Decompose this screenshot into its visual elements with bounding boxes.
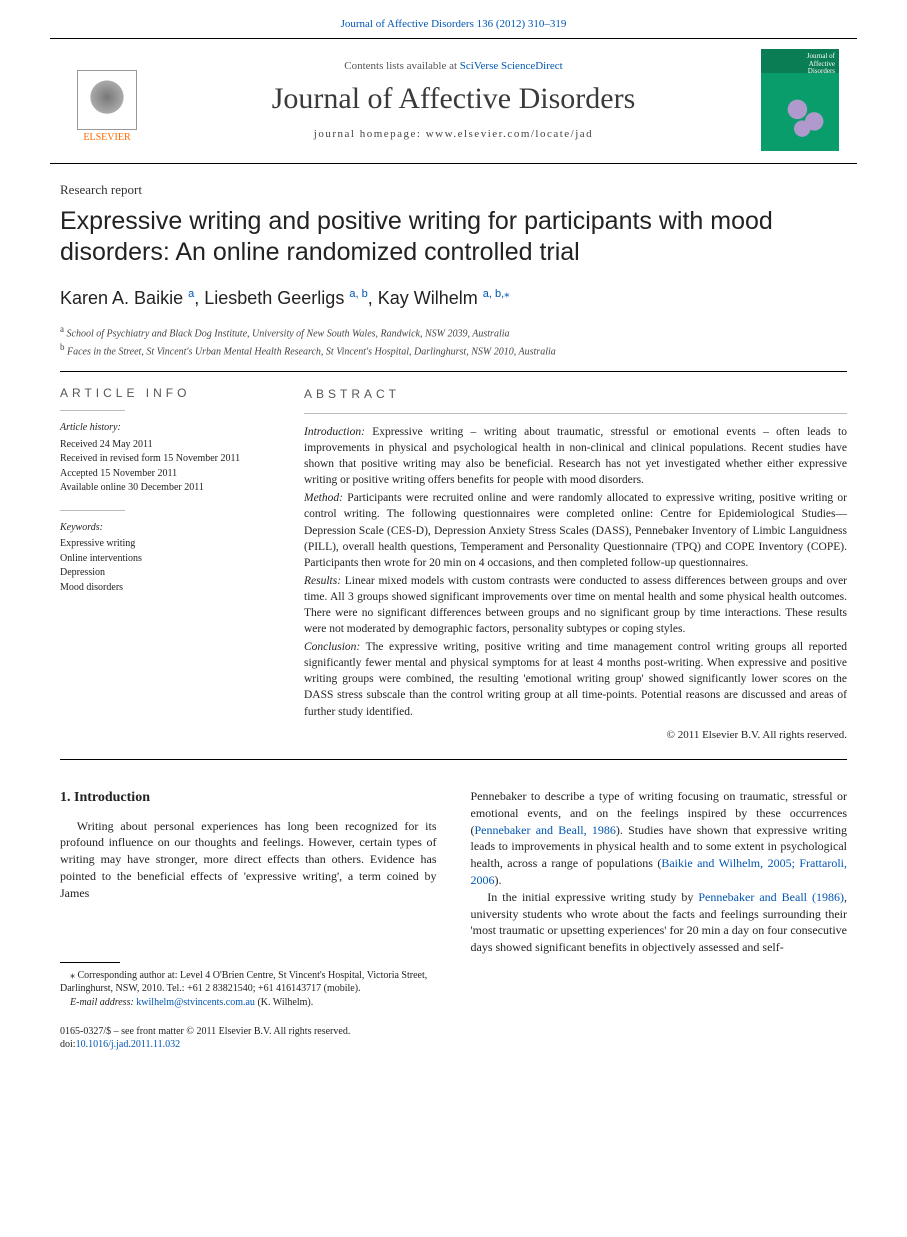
- masthead-center: Contents lists available at SciVerse Sci…: [164, 60, 743, 140]
- issn-line: 0165-0327/$ – see front matter © 2011 El…: [60, 1025, 437, 1038]
- article-title: Expressive writing and positive writing …: [60, 206, 847, 269]
- keyword-4: Mood disorders: [60, 581, 270, 596]
- article-body: Research report Expressive writing and p…: [0, 182, 907, 1081]
- article-type: Research report: [60, 182, 847, 198]
- affiliation-a: a School of Psychiatry and Black Dog Ins…: [60, 323, 847, 341]
- author-1[interactable]: Karen A. Baikie: [60, 288, 183, 308]
- abstract-method: Method: Participants were recruited onli…: [304, 490, 847, 570]
- body-p3: In the initial expressive writing study …: [471, 889, 848, 956]
- section-1-heading: 1. Introduction: [60, 788, 437, 808]
- ref-pennebaker-1986[interactable]: Pennebaker and Beall, 1986: [475, 823, 616, 837]
- author-3[interactable]: Kay Wilhelm: [378, 288, 478, 308]
- article-history-block: Article history: Received 24 May 2011 Re…: [60, 421, 270, 496]
- abstract-intro: Introduction: Expressive writing – writi…: [304, 424, 847, 488]
- abstract-results: Results: Linear mixed models with custom…: [304, 573, 847, 637]
- contents-prefix: Contents lists available at: [344, 60, 459, 72]
- footnote-rule: [60, 962, 120, 963]
- footer-meta: 0165-0327/$ – see front matter © 2011 El…: [60, 1025, 437, 1051]
- publisher-name: ELSEVIER: [83, 132, 130, 143]
- journal-homepage-line: journal homepage: www.elsevier.com/locat…: [164, 128, 743, 140]
- cover-title-text: Journal of Affective Disorders: [807, 53, 835, 76]
- email-footnote: E-mail address: kwilhelm@stvincents.com.…: [60, 996, 437, 1010]
- body-p1: Writing about personal experiences has l…: [60, 818, 437, 902]
- running-head-link[interactable]: Journal of Affective Disorders 136 (2012…: [341, 18, 567, 30]
- footnotes: ⁎ Corresponding author at: Level 4 O'Bri…: [60, 969, 437, 1010]
- homepage-url[interactable]: www.elsevier.com/locate/jad: [426, 128, 593, 140]
- history-accepted: Accepted 15 November 2011: [60, 467, 270, 482]
- journal-masthead: ELSEVIER Contents lists available at Sci…: [50, 38, 857, 164]
- abstract-conclusion: Conclusion: The expressive writing, posi…: [304, 639, 847, 719]
- ref-pennebaker-1986-b[interactable]: Pennebaker and Beall (1986): [698, 890, 844, 904]
- history-label: Article history:: [60, 421, 270, 436]
- corresponding-email-link[interactable]: kwilhelm@stvincents.com.au: [136, 997, 255, 1008]
- info-rule-1: [60, 410, 125, 411]
- affiliation-b: b Faces in the Street, St Vincent's Urba…: [60, 341, 847, 359]
- elsevier-tree-icon: [77, 70, 137, 130]
- author-list: Karen A. Baikie a, Liesbeth Geerligs a, …: [60, 287, 847, 309]
- contents-available-line: Contents lists available at SciVerse Sci…: [164, 60, 743, 72]
- history-revised: Received in revised form 15 November 201…: [60, 452, 270, 467]
- affiliations: a School of Psychiatry and Black Dog Ins…: [60, 323, 847, 360]
- divider-bottom: [60, 759, 847, 760]
- history-online: Available online 30 December 2011: [60, 481, 270, 496]
- keyword-1: Expressive writing: [60, 537, 270, 552]
- keywords-label: Keywords:: [60, 521, 270, 536]
- doi-link[interactable]: 10.1016/j.jad.2011.11.032: [76, 1039, 181, 1050]
- info-abstract-row: ARTICLE INFO Article history: Received 2…: [60, 372, 847, 759]
- abstract-rule: [304, 413, 847, 414]
- keyword-2: Online interventions: [60, 552, 270, 567]
- author-3-aff[interactable]: a, b,: [483, 288, 504, 300]
- corresponding-footnote: ⁎ Corresponding author at: Level 4 O'Bri…: [60, 969, 437, 996]
- elsevier-logo[interactable]: ELSEVIER: [68, 57, 146, 143]
- author-2-aff[interactable]: a, b: [349, 288, 367, 300]
- abstract-heading: ABSTRACT: [304, 386, 847, 403]
- keyword-3: Depression: [60, 566, 270, 581]
- keywords-block: Keywords: Expressive writing Online inte…: [60, 521, 270, 596]
- running-head: Journal of Affective Disorders 136 (2012…: [0, 0, 907, 34]
- sciencedirect-link[interactable]: SciVerse ScienceDirect: [460, 60, 563, 72]
- article-info-heading: ARTICLE INFO: [60, 386, 270, 400]
- body-p2: Pennebaker to describe a type of writing…: [471, 788, 848, 889]
- history-received: Received 24 May 2011: [60, 438, 270, 453]
- homepage-prefix: journal homepage:: [314, 128, 426, 140]
- author-1-aff[interactable]: a: [188, 288, 194, 300]
- info-rule-2: [60, 510, 125, 511]
- doi-line: doi:10.1016/j.jad.2011.11.032: [60, 1038, 437, 1051]
- journal-cover-thumbnail[interactable]: Journal of Affective Disorders: [761, 49, 839, 151]
- abstract-copyright: © 2011 Elsevier B.V. All rights reserved…: [304, 728, 847, 743]
- corresponding-mark[interactable]: ⁎: [504, 288, 510, 300]
- author-2[interactable]: Liesbeth Geerligs: [204, 288, 344, 308]
- journal-title: Journal of Affective Disorders: [164, 82, 743, 116]
- article-info-column: ARTICLE INFO Article history: Received 2…: [60, 386, 270, 743]
- article-text-columns: 1. Introduction Writing about personal e…: [60, 788, 847, 1051]
- abstract-column: ABSTRACT Introduction: Expressive writin…: [304, 386, 847, 743]
